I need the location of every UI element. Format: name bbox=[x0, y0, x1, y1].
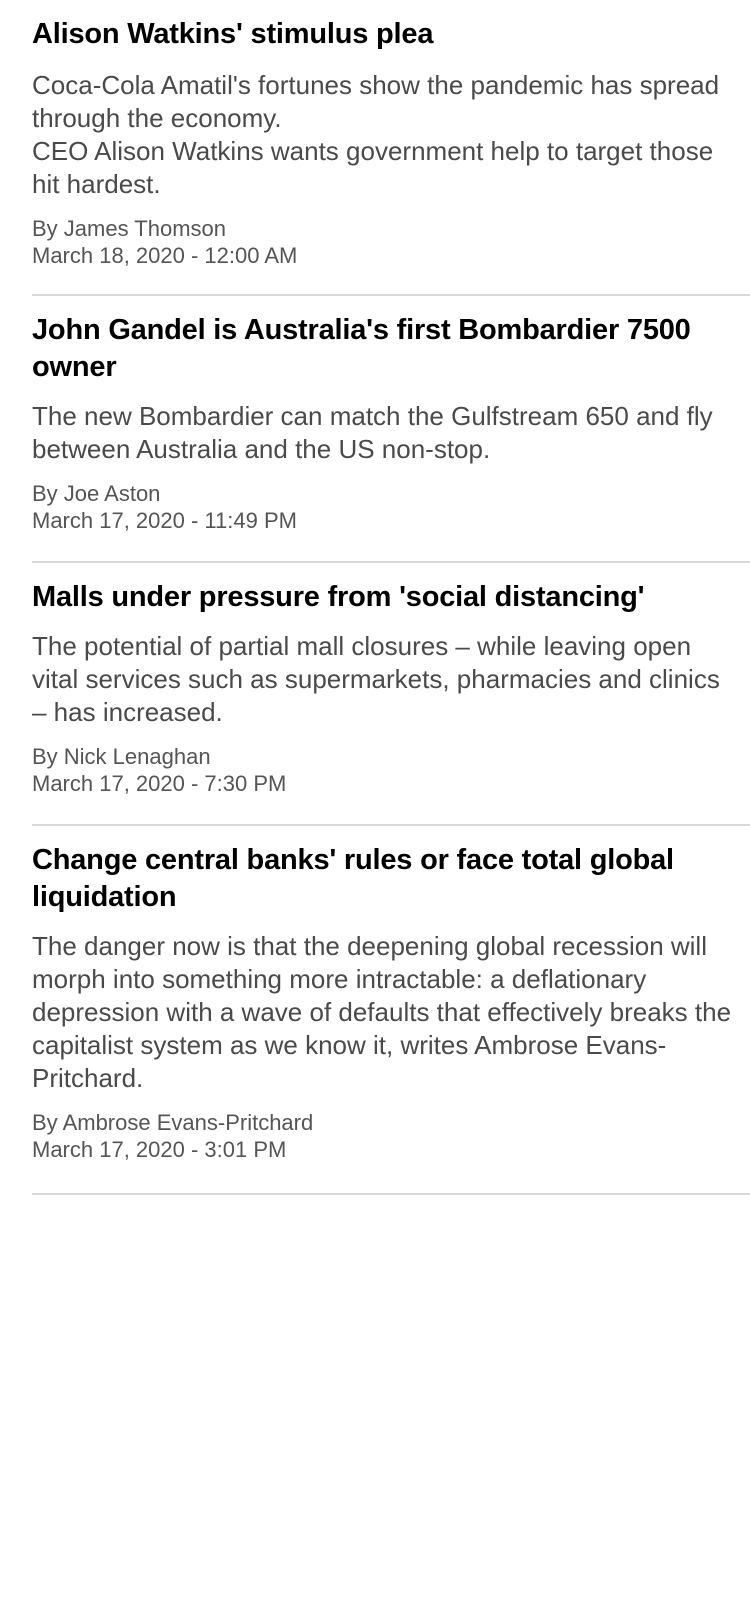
article-item[interactable]: Malls under pressure from 'social distan… bbox=[32, 563, 750, 826]
article-item[interactable]: Change central banks' rules or face tota… bbox=[32, 826, 750, 1195]
article-summary: The new Bombardier can match the Gulfstr… bbox=[32, 401, 713, 464]
article-headline[interactable]: Alison Watkins' stimulus plea bbox=[32, 18, 434, 50]
article-timestamp: March 17, 2020 - 3:01 PM bbox=[32, 1137, 287, 1162]
article-summary: The danger now is that the deepening glo… bbox=[32, 931, 732, 1093]
article-headline[interactable]: Malls under pressure from 'social distan… bbox=[32, 581, 645, 613]
article-timestamp: March 18, 2020 - 12:00 AM bbox=[32, 243, 298, 268]
article-summary: The potential of partial mall closures –… bbox=[32, 631, 720, 727]
article-byline: By Ambrose Evans-Pritchard bbox=[32, 1110, 314, 1135]
article-summary: Coca-Cola Amatil's fortunes show the pan… bbox=[32, 70, 720, 199]
article-item[interactable]: Alison Watkins' stimulus plea Coca-Cola … bbox=[32, 0, 750, 296]
article-byline: By Joe Aston bbox=[32, 481, 161, 506]
article-headline[interactable]: Change central banks' rules or face tota… bbox=[32, 844, 674, 913]
article-list: Alison Watkins' stimulus plea Coca-Cola … bbox=[32, 0, 750, 1195]
article-timestamp: March 17, 2020 - 7:30 PM bbox=[32, 771, 287, 796]
article-byline: By James Thomson bbox=[32, 216, 227, 241]
article-item[interactable]: John Gandel is Australia's first Bombard… bbox=[32, 296, 750, 563]
article-headline[interactable]: John Gandel is Australia's first Bombard… bbox=[32, 314, 691, 383]
article-byline: By Nick Lenaghan bbox=[32, 744, 211, 769]
article-timestamp: March 17, 2020 - 11:49 PM bbox=[32, 508, 297, 533]
